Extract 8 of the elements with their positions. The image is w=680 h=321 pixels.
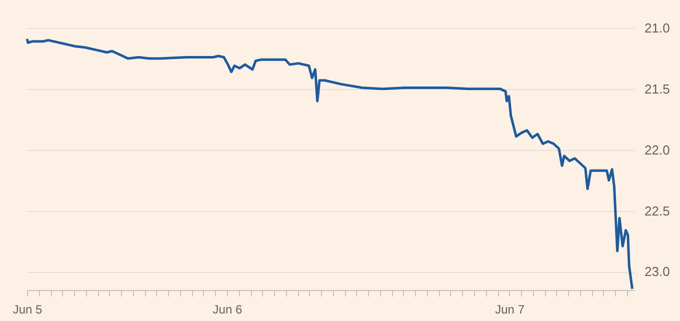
x-tick-label: Jun 7 [495,302,525,316]
y-tick-label: 23.0 [644,264,670,280]
y-tick-label: 21.5 [644,81,670,96]
y-tick-label: 22.0 [644,142,670,158]
y-tick-label: 22.5 [644,203,670,218]
x-tick-label: Jun 6 [212,302,242,316]
x-tick-label: Jun 5 [12,302,42,316]
y-tick-label: 21.0 [644,20,670,36]
